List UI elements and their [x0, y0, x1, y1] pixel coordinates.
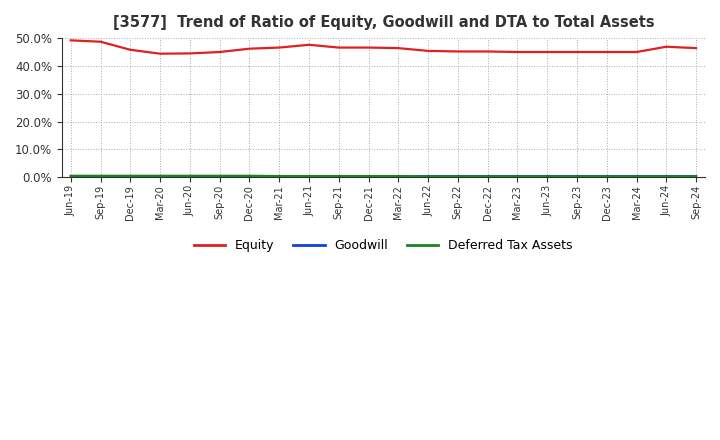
- Legend: Equity, Goodwill, Deferred Tax Assets: Equity, Goodwill, Deferred Tax Assets: [189, 234, 578, 257]
- Title: [3577]  Trend of Ratio of Equity, Goodwill and DTA to Total Assets: [3577] Trend of Ratio of Equity, Goodwil…: [112, 15, 654, 30]
